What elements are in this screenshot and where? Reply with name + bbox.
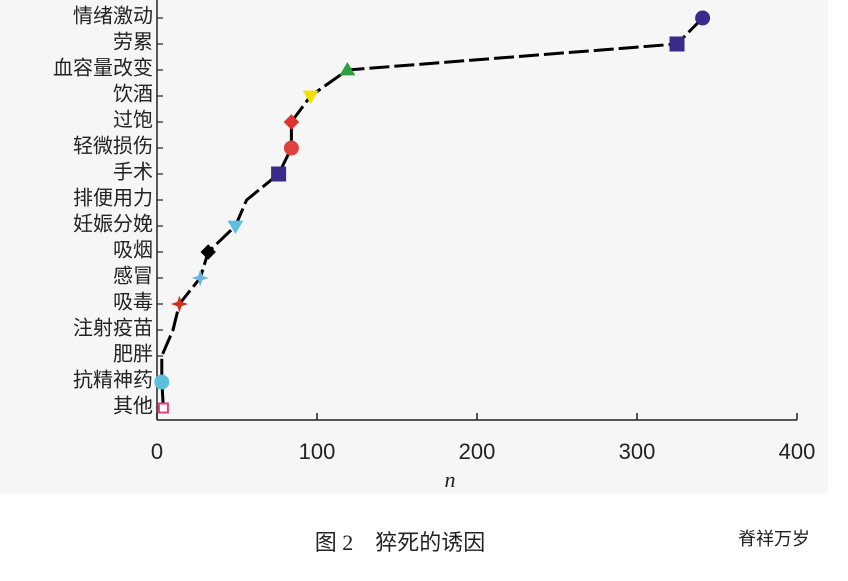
marker [283, 114, 300, 130]
marker [191, 269, 209, 287]
y-tick-label: 手术 [113, 161, 153, 184]
marker [227, 220, 244, 234]
y-tick-label: 肥胖 [113, 343, 153, 366]
y-tick-label: 轻微损伤 [73, 135, 153, 158]
marker [283, 140, 299, 156]
y-tick-label: 血容量改变 [53, 57, 153, 80]
watermark: 脊祥万岁 [738, 529, 810, 550]
y-tick-label: 劳累 [113, 31, 153, 54]
y-tick-label: 抗精神药 [73, 369, 153, 392]
marker [339, 62, 356, 76]
y-tick-label: 妊娠分娩 [73, 213, 153, 236]
x-axis-label: n [445, 467, 456, 492]
marker [170, 295, 188, 313]
marker [695, 10, 711, 26]
x-tick-label: 400 [779, 439, 816, 464]
y-tick-label: 情绪激动 [73, 5, 153, 28]
y-tick-label: 吸毒 [113, 291, 153, 314]
x-tick-label: 200 [459, 439, 496, 464]
y-tick-label: 感冒 [113, 265, 153, 288]
y-tick-label: 排便用力 [73, 187, 153, 210]
marker [669, 36, 685, 52]
y-tick-label: 饮酒 [113, 83, 153, 106]
y-tick-label: 过饱 [113, 109, 153, 132]
marker [157, 402, 169, 414]
marker [154, 374, 170, 390]
marker [302, 90, 319, 104]
x-tick-label: 0 [151, 439, 163, 464]
marker [271, 166, 287, 182]
plot-background [0, 0, 828, 494]
y-tick-label: 吸烟 [113, 239, 153, 262]
caption: 图 2 猝死的诱因 [315, 530, 486, 555]
x-tick-label: 100 [299, 439, 336, 464]
y-tick-label: 其他 [113, 395, 153, 418]
y-tick-label: 注射疫苗 [73, 317, 153, 340]
marker [200, 244, 216, 260]
line [160, 16, 704, 409]
x-tick-label: 300 [619, 439, 656, 464]
